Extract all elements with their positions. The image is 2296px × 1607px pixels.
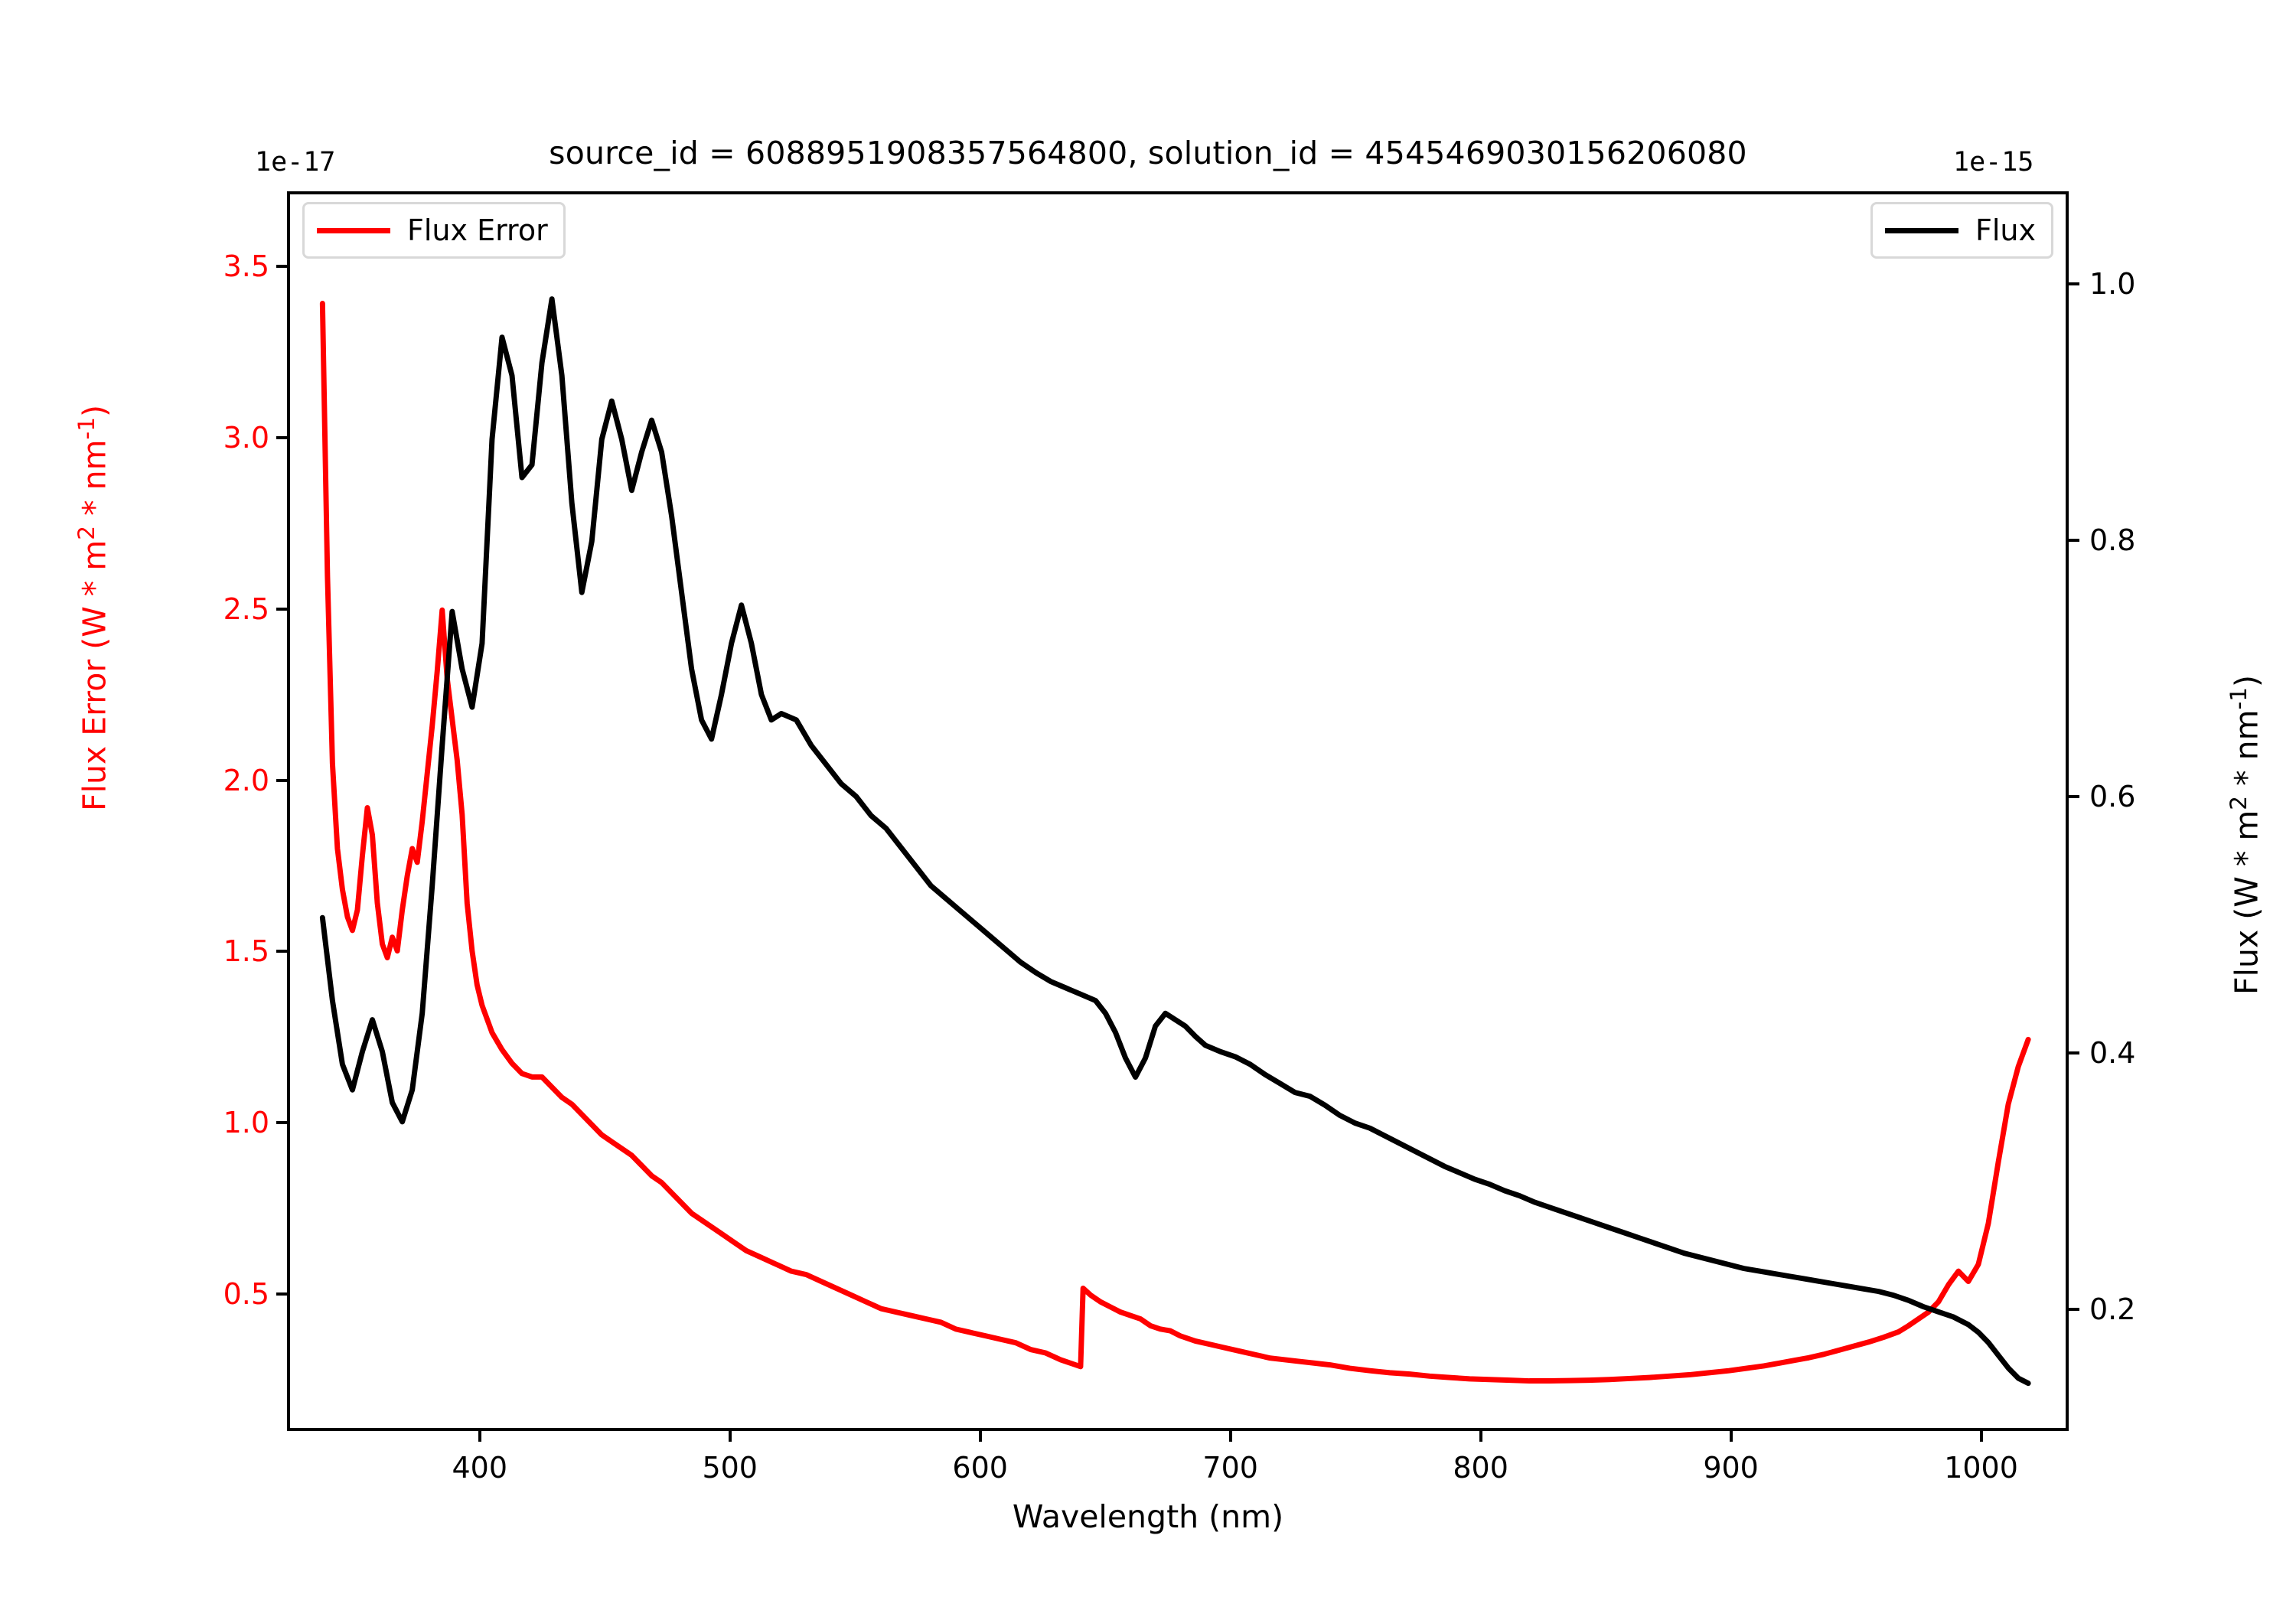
- x-tick-mark: [1228, 1431, 1232, 1442]
- right-axis-label-end: ): [2228, 674, 2265, 687]
- left-tick-mark: [276, 265, 287, 269]
- right-axis-label-sup1: 2: [2226, 795, 2252, 810]
- left-axis-label-sup2: -1: [73, 417, 99, 440]
- x-tick-mark: [1729, 1431, 1733, 1442]
- x-tick-label-1: 500: [702, 1451, 758, 1485]
- legend-swatch-flux: [1885, 227, 1958, 233]
- x-tick-mark: [728, 1431, 732, 1442]
- right-tick-label-3: 0.8: [2089, 523, 2136, 557]
- right-axis-label: Flux (W * m2 * nm-1): [2226, 675, 2265, 995]
- right-axis-label-mid: * nm: [2228, 709, 2265, 796]
- left-tick-mark: [276, 1121, 287, 1125]
- x-tick-label-2: 600: [952, 1451, 1008, 1485]
- left-axis-exponent: 1e-17: [255, 147, 336, 178]
- x-tick-label-4: 800: [1453, 1451, 1508, 1485]
- curve-layer: [319, 296, 2031, 1387]
- x-tick-label-0: 400: [452, 1451, 508, 1485]
- legend-swatch-flux-error: [317, 227, 390, 233]
- x-tick-mark: [1979, 1431, 1983, 1442]
- x-axis-label: Wavelength (nm): [1012, 1498, 1284, 1535]
- left-tick-label-0: 0.5: [223, 1276, 269, 1311]
- left-tick-label-5: 3.0: [223, 421, 269, 455]
- left-tick-label-2: 1.5: [223, 934, 269, 969]
- right-tick-mark: [2069, 538, 2079, 542]
- legend-label-flux-error: Flux Error: [407, 214, 548, 247]
- right-axis-label-text: Flux (W * m: [2228, 810, 2265, 995]
- x-tick-label-6: 1000: [1944, 1451, 2018, 1485]
- left-axis-label-text: Flux Error (W * m: [76, 539, 113, 811]
- left-tick-label-3: 2.0: [223, 763, 269, 797]
- right-tick-mark: [2069, 794, 2079, 798]
- right-axis-exponent: 1e-15: [1953, 147, 2034, 178]
- legend-flux-error[interactable]: Flux Error: [302, 202, 566, 259]
- right-tick-label-2: 0.6: [2089, 779, 2136, 813]
- right-tick-label-0: 0.2: [2089, 1292, 2136, 1326]
- plot-area: [287, 191, 2069, 1431]
- left-axis-label: Flux Error (W * m2 * nm-1): [73, 405, 113, 811]
- x-tick-mark: [478, 1431, 481, 1442]
- x-tick-mark: [978, 1431, 982, 1442]
- legend-label-flux: Flux: [1975, 214, 2036, 247]
- right-axis-label-sup2: -1: [2226, 686, 2252, 710]
- plot-title: source_id = 6088951908357564800, solutio…: [549, 135, 1747, 171]
- left-tick-label-4: 2.5: [223, 592, 269, 626]
- right-tick-mark: [2069, 282, 2079, 285]
- legend-flux[interactable]: Flux: [1870, 202, 2053, 259]
- left-axis-label-sup1: 2: [73, 525, 99, 540]
- series-line-flux-error: [319, 301, 2031, 1384]
- left-tick-mark: [276, 607, 287, 611]
- left-tick-label-1: 1.0: [223, 1106, 269, 1140]
- left-tick-mark: [276, 950, 287, 953]
- right-tick-mark: [2069, 1051, 2079, 1054]
- left-tick-mark: [276, 778, 287, 782]
- right-tick-label-1: 0.4: [2089, 1035, 2136, 1070]
- x-tick-mark: [1479, 1431, 1482, 1442]
- left-tick-mark: [276, 1292, 287, 1296]
- left-axis-label-end: ): [76, 405, 113, 418]
- left-tick-mark: [276, 436, 287, 440]
- right-tick-label-4: 1.0: [2089, 266, 2136, 301]
- x-tick-label-3: 700: [1202, 1451, 1258, 1485]
- left-axis-label-mid: * nm: [76, 439, 113, 526]
- right-tick-mark: [2069, 1307, 2079, 1311]
- left-tick-label-6: 3.5: [223, 249, 269, 284]
- series-line-flux: [319, 296, 2031, 1387]
- x-tick-label-5: 900: [1703, 1451, 1759, 1485]
